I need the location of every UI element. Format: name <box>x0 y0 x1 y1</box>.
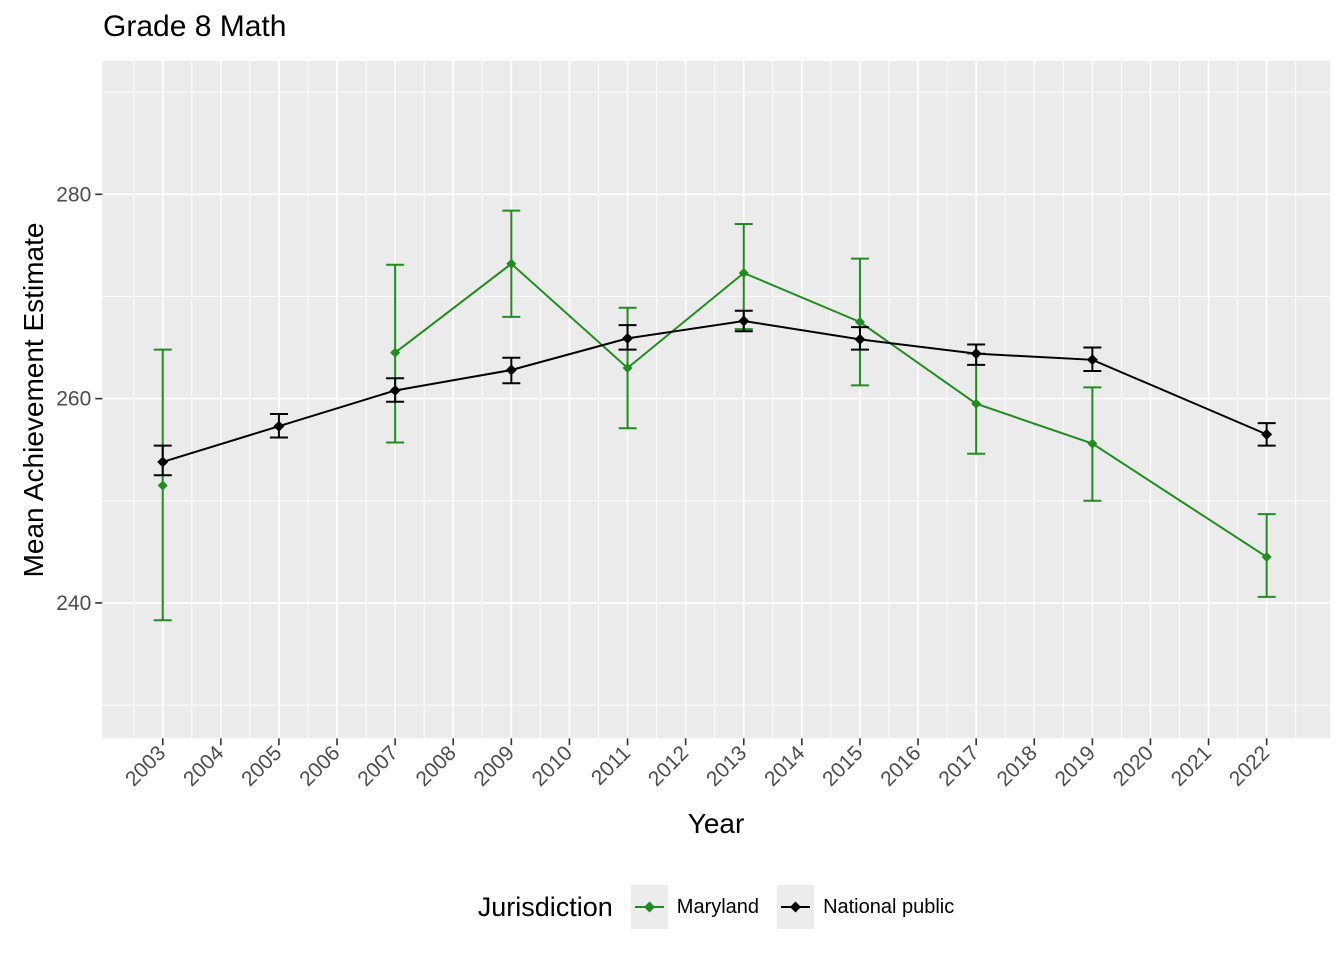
x-tick-label: 2011 <box>587 742 635 790</box>
point-national-public-2003 <box>157 456 169 468</box>
legend-label-maryland: Maryland <box>676 895 760 918</box>
legend-entries: Maryland National public <box>630 885 954 929</box>
point-national-public-2015 <box>854 333 866 345</box>
legend-title: Jurisdiction <box>477 891 613 922</box>
x-tick-label: 2015 <box>818 742 867 791</box>
x-tick-label: 2006 <box>295 742 344 791</box>
x-tick-label: 2007 <box>353 742 402 791</box>
point-maryland-2011 <box>622 362 633 373</box>
y-tick-label: 280 <box>56 183 91 206</box>
legend-marker-national-public-icon <box>790 901 802 913</box>
x-tick-label: 2009 <box>470 742 519 791</box>
x-tick-label: 2008 <box>411 742 460 791</box>
x-tick-label: 2012 <box>644 742 693 791</box>
point-national-public-2022 <box>1261 428 1273 440</box>
legend-label-national-public: National public <box>823 895 955 918</box>
y-tick-label: 260 <box>56 388 91 411</box>
series-line-national-public <box>162 319 1268 463</box>
chart-title: Grade 8 Math <box>103 10 287 43</box>
point-national-public-2013 <box>738 315 750 327</box>
x-tick-label: 2018 <box>992 742 1041 791</box>
point-national-public-2019 <box>1086 354 1098 366</box>
x-tick-label: 2013 <box>702 742 751 791</box>
panel-background <box>102 61 1330 739</box>
x-tick-label: 2004 <box>179 741 229 791</box>
legend-key-national-public <box>777 885 815 929</box>
x-tick-label: 2005 <box>237 742 286 791</box>
point-maryland-2015 <box>854 317 865 328</box>
legend: Jurisdiction Maryland National public <box>102 882 1330 932</box>
point-maryland-2003 <box>157 480 168 491</box>
series-line-maryland <box>394 262 1268 558</box>
x-tick-label: 2016 <box>876 742 925 791</box>
x-tick-label: 2020 <box>1109 742 1158 791</box>
point-national-public-2017 <box>970 348 982 360</box>
x-tick-label: 2021 <box>1167 742 1216 791</box>
legend-key-maryland <box>630 885 668 929</box>
legend-entry-maryland: Maryland <box>630 885 760 929</box>
point-maryland-2013 <box>738 267 749 278</box>
x-tick-label: 2014 <box>760 741 810 791</box>
y-tick-label: 240 <box>56 592 91 615</box>
point-national-public-2005 <box>273 420 285 432</box>
x-tick-label: 2010 <box>528 742 577 791</box>
point-maryland-2009 <box>506 258 517 269</box>
x-tick-label: 2019 <box>1051 742 1100 791</box>
point-national-public-2007 <box>389 384 401 396</box>
x-tick-label: 2022 <box>1225 742 1274 791</box>
legend-entry-national-public: National public <box>777 885 954 929</box>
point-maryland-2022 <box>1261 551 1272 562</box>
x-tick-label: 2003 <box>121 742 170 791</box>
point-national-public-2009 <box>505 364 517 376</box>
point-maryland-2019 <box>1087 438 1098 449</box>
x-tick-label: 2017 <box>934 742 983 791</box>
point-maryland-2007 <box>390 347 401 358</box>
point-national-public-2011 <box>622 332 634 344</box>
point-maryland-2017 <box>971 398 982 409</box>
legend-marker-maryland-icon <box>643 901 655 913</box>
x-axis-title: Year <box>687 808 745 839</box>
